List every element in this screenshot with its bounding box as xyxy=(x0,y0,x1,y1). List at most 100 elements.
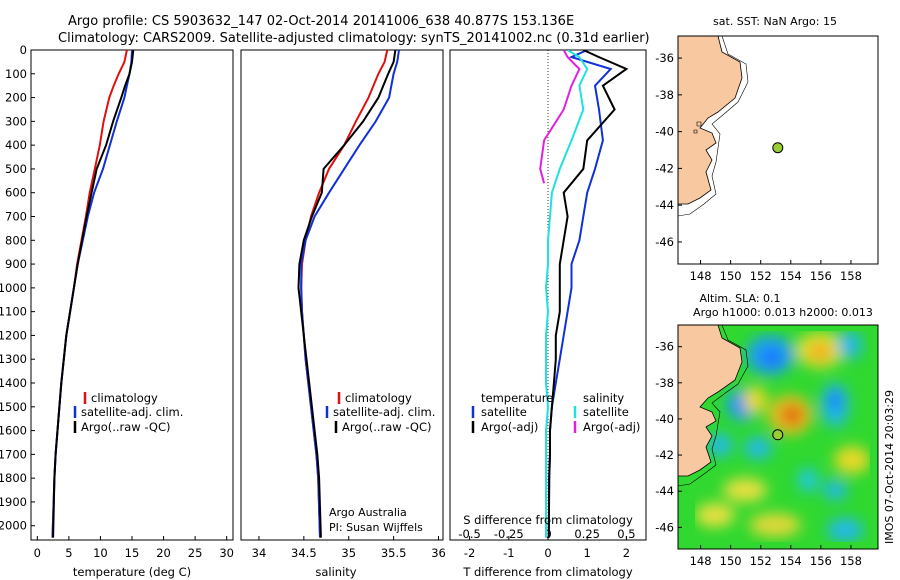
map-x-label: 154 xyxy=(780,554,802,568)
shelf-contour-2 xyxy=(678,325,749,487)
x-tick-label: 15 xyxy=(125,546,140,560)
y-tick-label: 500 xyxy=(5,162,27,176)
salinity-legend: climatology satellite-adj. clim. Argo(..… xyxy=(325,391,435,434)
float-position-marker xyxy=(772,142,784,154)
salinity-panel: 34 34.5 35 35.5 36 salinity climatology sate… xyxy=(240,49,446,579)
sst-map-panel: sat. SST: NaN Argo: 15 148 150 152 154 156 15… xyxy=(655,15,879,283)
difference-frame xyxy=(449,49,647,541)
sst-map-axes: 148 150 152 154 156 158 -36 -38 -40 -42 -44 -46 xyxy=(655,51,862,283)
y-tick-label: 1800 xyxy=(0,471,27,485)
y-tick-label: 1100 xyxy=(0,305,27,319)
map-x-label: 154 xyxy=(780,269,802,283)
temperature-axis: 0 5 10 15 20 25 30 xyxy=(34,536,234,560)
x-tick-label: -2 xyxy=(464,546,475,560)
legend-climatology: climatology xyxy=(345,391,412,405)
series-line-2 xyxy=(297,50,397,538)
figure-title-line1: Argo profile: CS 5903632_147 02-Oct-2014… xyxy=(68,14,574,29)
tasmania-land xyxy=(678,36,743,205)
legend-temperature-title: temperature xyxy=(481,391,553,405)
temperature-frame xyxy=(30,49,234,541)
y-tick-label: 800 xyxy=(5,233,27,247)
y-tick-label: 1500 xyxy=(0,400,27,414)
legend-satellite: satellite-adj. clim. xyxy=(333,405,435,419)
y-tick-label: 1700 xyxy=(0,447,27,461)
temperature-panel: 0100200300400500600700800900100011001200… xyxy=(0,43,234,579)
x-tick-label: 0 xyxy=(34,546,41,560)
diff-line-2 xyxy=(544,50,589,538)
temperature-xlabel: temperature (deg C) xyxy=(73,565,191,579)
legend-s-argo: Argo(-adj) xyxy=(583,420,640,434)
x-tick-label: 34.5 xyxy=(291,546,317,560)
figure-title-line2: Climatology: CARS2009. Satellite-adjuste… xyxy=(58,31,650,46)
shelf-contour xyxy=(678,36,749,217)
sla-map-axes: 148 150 152 154 156 158 -36 -38 -40 -42 -44 -46 xyxy=(655,340,862,568)
x-tick-label: 35.5 xyxy=(381,546,407,560)
island-1 xyxy=(693,121,702,134)
map-x-label: 158 xyxy=(840,554,862,568)
map-y-label: -36 xyxy=(655,340,674,354)
sla-map-border xyxy=(677,324,879,550)
map-x-label: 156 xyxy=(810,269,832,283)
difference-series xyxy=(539,50,629,538)
series-line-2 xyxy=(52,50,135,538)
x-tick-label: 20 xyxy=(156,546,171,560)
y-tick-label: 1000 xyxy=(0,281,27,295)
sla-map-markers xyxy=(772,429,784,441)
map-y-label: -38 xyxy=(655,88,674,102)
y-tick-label: 1600 xyxy=(0,424,27,438)
legend-t-argo: Argo(-adj) xyxy=(481,420,538,434)
map-y-label: -44 xyxy=(655,484,674,498)
x-tick-label: 0 xyxy=(544,546,551,560)
legend-salinity-title: salinity xyxy=(583,391,624,405)
map-y-label: -46 xyxy=(655,520,674,534)
map-x-label: 148 xyxy=(690,269,712,283)
map-x-label: 158 xyxy=(840,269,862,283)
map-x-label: 156 xyxy=(810,554,832,568)
y-tick-label: 700 xyxy=(5,210,27,224)
map-y-label: -40 xyxy=(655,125,674,139)
x-tick-label: 25 xyxy=(188,546,203,560)
x-tick-label: -1 xyxy=(503,546,514,560)
map-x-label: 148 xyxy=(690,554,712,568)
argo-australia-note: Argo Australia xyxy=(329,506,407,519)
depth-axis: 0 100 200 300 400 500 600 700 800 900 1000 1100 1200… xyxy=(0,43,35,533)
x-tick-label: 1 xyxy=(584,546,591,560)
legend-s-satellite: satellite xyxy=(583,405,629,419)
y-tick-label: 300 xyxy=(5,114,27,128)
y-tick-label: 400 xyxy=(5,138,27,152)
map-y-label: -44 xyxy=(655,198,674,212)
legend-t-satellite: satellite xyxy=(481,405,527,419)
map-x-label: 150 xyxy=(720,554,742,568)
x-tick-label: 30 xyxy=(219,546,234,560)
map-y-label: -38 xyxy=(655,376,674,390)
imos-side-label: IMOS 07-Oct-2014 20:03:29 xyxy=(883,390,896,544)
x-tick-label: 34 xyxy=(252,546,267,560)
sla-map-subtitle: Argo h1000: 0.013 h2000: 0.013 xyxy=(693,306,873,319)
diff-line-3 xyxy=(539,50,581,184)
salinity-series xyxy=(297,50,400,538)
y-tick-label: 100 xyxy=(5,67,27,81)
map-y-label: -36 xyxy=(655,51,674,65)
legend-argo: Argo(..raw -QC) xyxy=(81,420,171,434)
map-x-label: 150 xyxy=(720,269,742,283)
x-tick-label: 36 xyxy=(431,546,446,560)
legend-satellite: satellite-adj. clim. xyxy=(81,405,183,419)
map-y-label: -42 xyxy=(655,161,674,175)
y-tick-label: 1400 xyxy=(0,376,27,390)
sla-field xyxy=(695,331,870,542)
salinity-axis: 34 34.5 35 35.5 36 xyxy=(252,536,446,560)
y-tick-label: 900 xyxy=(5,257,27,271)
y-tick-label: 1200 xyxy=(0,328,27,342)
x-tick-label: 10 xyxy=(93,546,108,560)
legend-climatology: climatology xyxy=(91,391,158,405)
tasmania-land-2 xyxy=(678,325,743,477)
sla-map-panel: Altim. SLA: 0.1 Argo h1000: 0.013 h2000:… xyxy=(655,292,879,568)
temperature-legend: climatology satellite-adj. clim. Argo(..… xyxy=(73,391,183,434)
map-x-label: 152 xyxy=(750,554,772,568)
y-tick-label: 1300 xyxy=(0,352,27,366)
y-tick-label: 600 xyxy=(5,186,27,200)
sst-map-title: sat. SST: NaN Argo: 15 xyxy=(713,15,837,28)
y-tick-label: 0 xyxy=(20,43,27,57)
map-y-label: -46 xyxy=(655,235,674,249)
